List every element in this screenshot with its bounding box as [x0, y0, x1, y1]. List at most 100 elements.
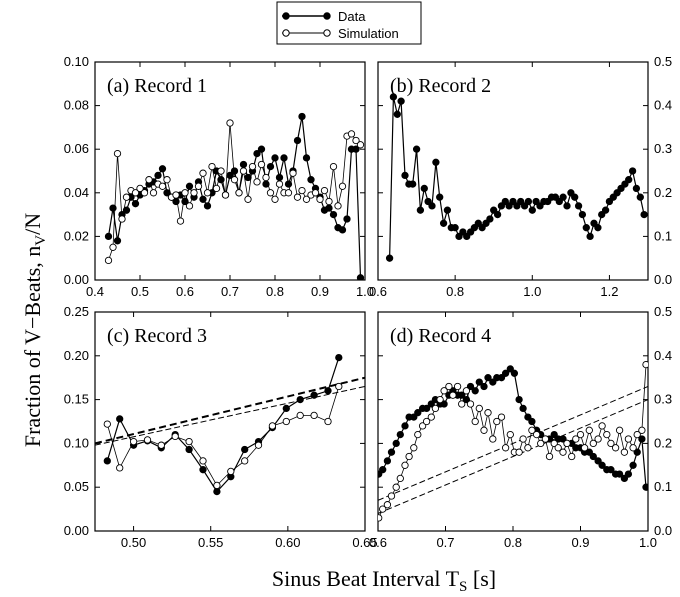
point-simulation	[519, 435, 527, 443]
point-simulation	[356, 141, 365, 149]
point-data	[594, 224, 602, 232]
point-data	[636, 193, 644, 201]
point-simulation	[244, 195, 252, 203]
point-data	[383, 457, 392, 465]
x-tick-label: 0.8	[504, 535, 522, 550]
point-simulation	[311, 189, 320, 197]
point-data	[451, 224, 459, 232]
figure-ylabel: Fraction of V−Beats, nV/N	[20, 213, 49, 447]
point-simulation	[576, 430, 585, 439]
point-simulation	[185, 437, 193, 446]
point-data	[410, 413, 418, 421]
x-tick-label: 1.2	[600, 284, 618, 299]
point-data	[601, 206, 610, 214]
point-simulation	[422, 417, 431, 426]
x-tick-label: 0.5	[131, 284, 149, 299]
point-simulation	[568, 452, 576, 461]
point-data	[638, 435, 646, 443]
point-simulation	[254, 441, 263, 449]
panel-4: 0.6 0.7 0.8 0.9 1.00.0 0.1 0.2 0.3 0.4 0.5 (d) Rec…	[369, 304, 672, 550]
point-simulation	[176, 217, 185, 225]
point-simulation	[185, 202, 194, 210]
point-data	[324, 387, 332, 395]
point-simulation	[445, 382, 453, 391]
legend-sim-marker-right	[323, 29, 331, 37]
point-simulation	[104, 256, 113, 265]
y-tick-label: 0.05	[64, 479, 89, 494]
point-data	[253, 149, 261, 158]
point-simulation	[284, 189, 293, 197]
point-simulation	[585, 426, 593, 434]
point-data	[185, 182, 194, 190]
point-data	[559, 435, 567, 443]
point-simulation	[282, 417, 290, 426]
y-tick-label: 0.2	[654, 185, 672, 200]
point-data	[466, 382, 475, 391]
point-data	[307, 176, 315, 184]
plot-area	[385, 93, 648, 262]
point-data	[436, 193, 444, 201]
point-simulation	[572, 435, 580, 443]
point-simulation	[268, 422, 277, 430]
point-simulation	[458, 400, 466, 408]
point-data	[293, 136, 302, 145]
point-simulation	[620, 448, 629, 456]
point-simulation	[325, 197, 333, 206]
point-simulation	[230, 176, 239, 184]
x-tick-label: 1.0	[639, 535, 657, 550]
point-data	[116, 415, 124, 423]
point-data	[298, 112, 306, 121]
point-data	[486, 215, 494, 223]
x-tick-label: 0.8	[446, 284, 464, 299]
point-simulation	[149, 189, 158, 197]
point-data	[439, 219, 448, 227]
point-data	[393, 110, 401, 118]
point-simulation	[212, 184, 221, 193]
point-simulation	[157, 441, 165, 449]
point-data	[122, 206, 131, 214]
point-data	[282, 404, 290, 413]
point-simulation	[506, 430, 514, 439]
point-data	[629, 461, 637, 469]
y-tick-label: 0.5	[654, 304, 672, 319]
point-simulation	[589, 439, 597, 448]
point-data	[296, 395, 304, 404]
point-data	[422, 404, 431, 413]
point-data	[642, 483, 648, 491]
point-simulation	[262, 173, 270, 182]
point-data	[524, 197, 533, 206]
x-tick-label: 0.55	[198, 535, 223, 550]
point-data	[428, 202, 436, 210]
point-data	[389, 93, 398, 101]
point-data	[343, 215, 351, 223]
point-data	[409, 180, 417, 188]
point-simulation	[352, 136, 360, 145]
point-data	[392, 439, 400, 448]
legend-sim-marker-left	[282, 29, 290, 37]
point-data	[427, 400, 435, 408]
point-simulation	[387, 492, 396, 500]
panel-title: (d) Record 4	[390, 325, 491, 347]
x-tick-label: 0.8	[266, 284, 284, 299]
point-simulation	[607, 439, 615, 448]
y-tick-label: 0.00	[64, 523, 89, 538]
point-simulation	[203, 189, 212, 197]
point-data	[574, 202, 583, 210]
point-simulation	[140, 189, 149, 197]
panel-2: 0.6 0.8 1.0 1.2 0.0 0.1 0.2 0.3 0.4 0.5 (b) Record…	[369, 54, 672, 299]
point-simulation	[379, 505, 387, 513]
panel-1: 0.4 0.5 0.6 0.7 0.8 0.9 1.0 0.00 0.02 0.04 0.06 0.0…	[64, 54, 374, 299]
point-simulation	[436, 395, 444, 404]
point-simulation	[171, 432, 179, 441]
point-data	[113, 237, 122, 245]
point-data	[578, 210, 587, 219]
point-simulation	[324, 417, 332, 426]
point-data	[528, 417, 536, 426]
point-simulation	[296, 411, 304, 420]
point-simulation	[199, 169, 207, 177]
point-data	[515, 395, 523, 404]
point-simulation	[181, 189, 189, 197]
point-data	[432, 158, 440, 166]
x-tick-label: 0.50	[121, 535, 146, 550]
